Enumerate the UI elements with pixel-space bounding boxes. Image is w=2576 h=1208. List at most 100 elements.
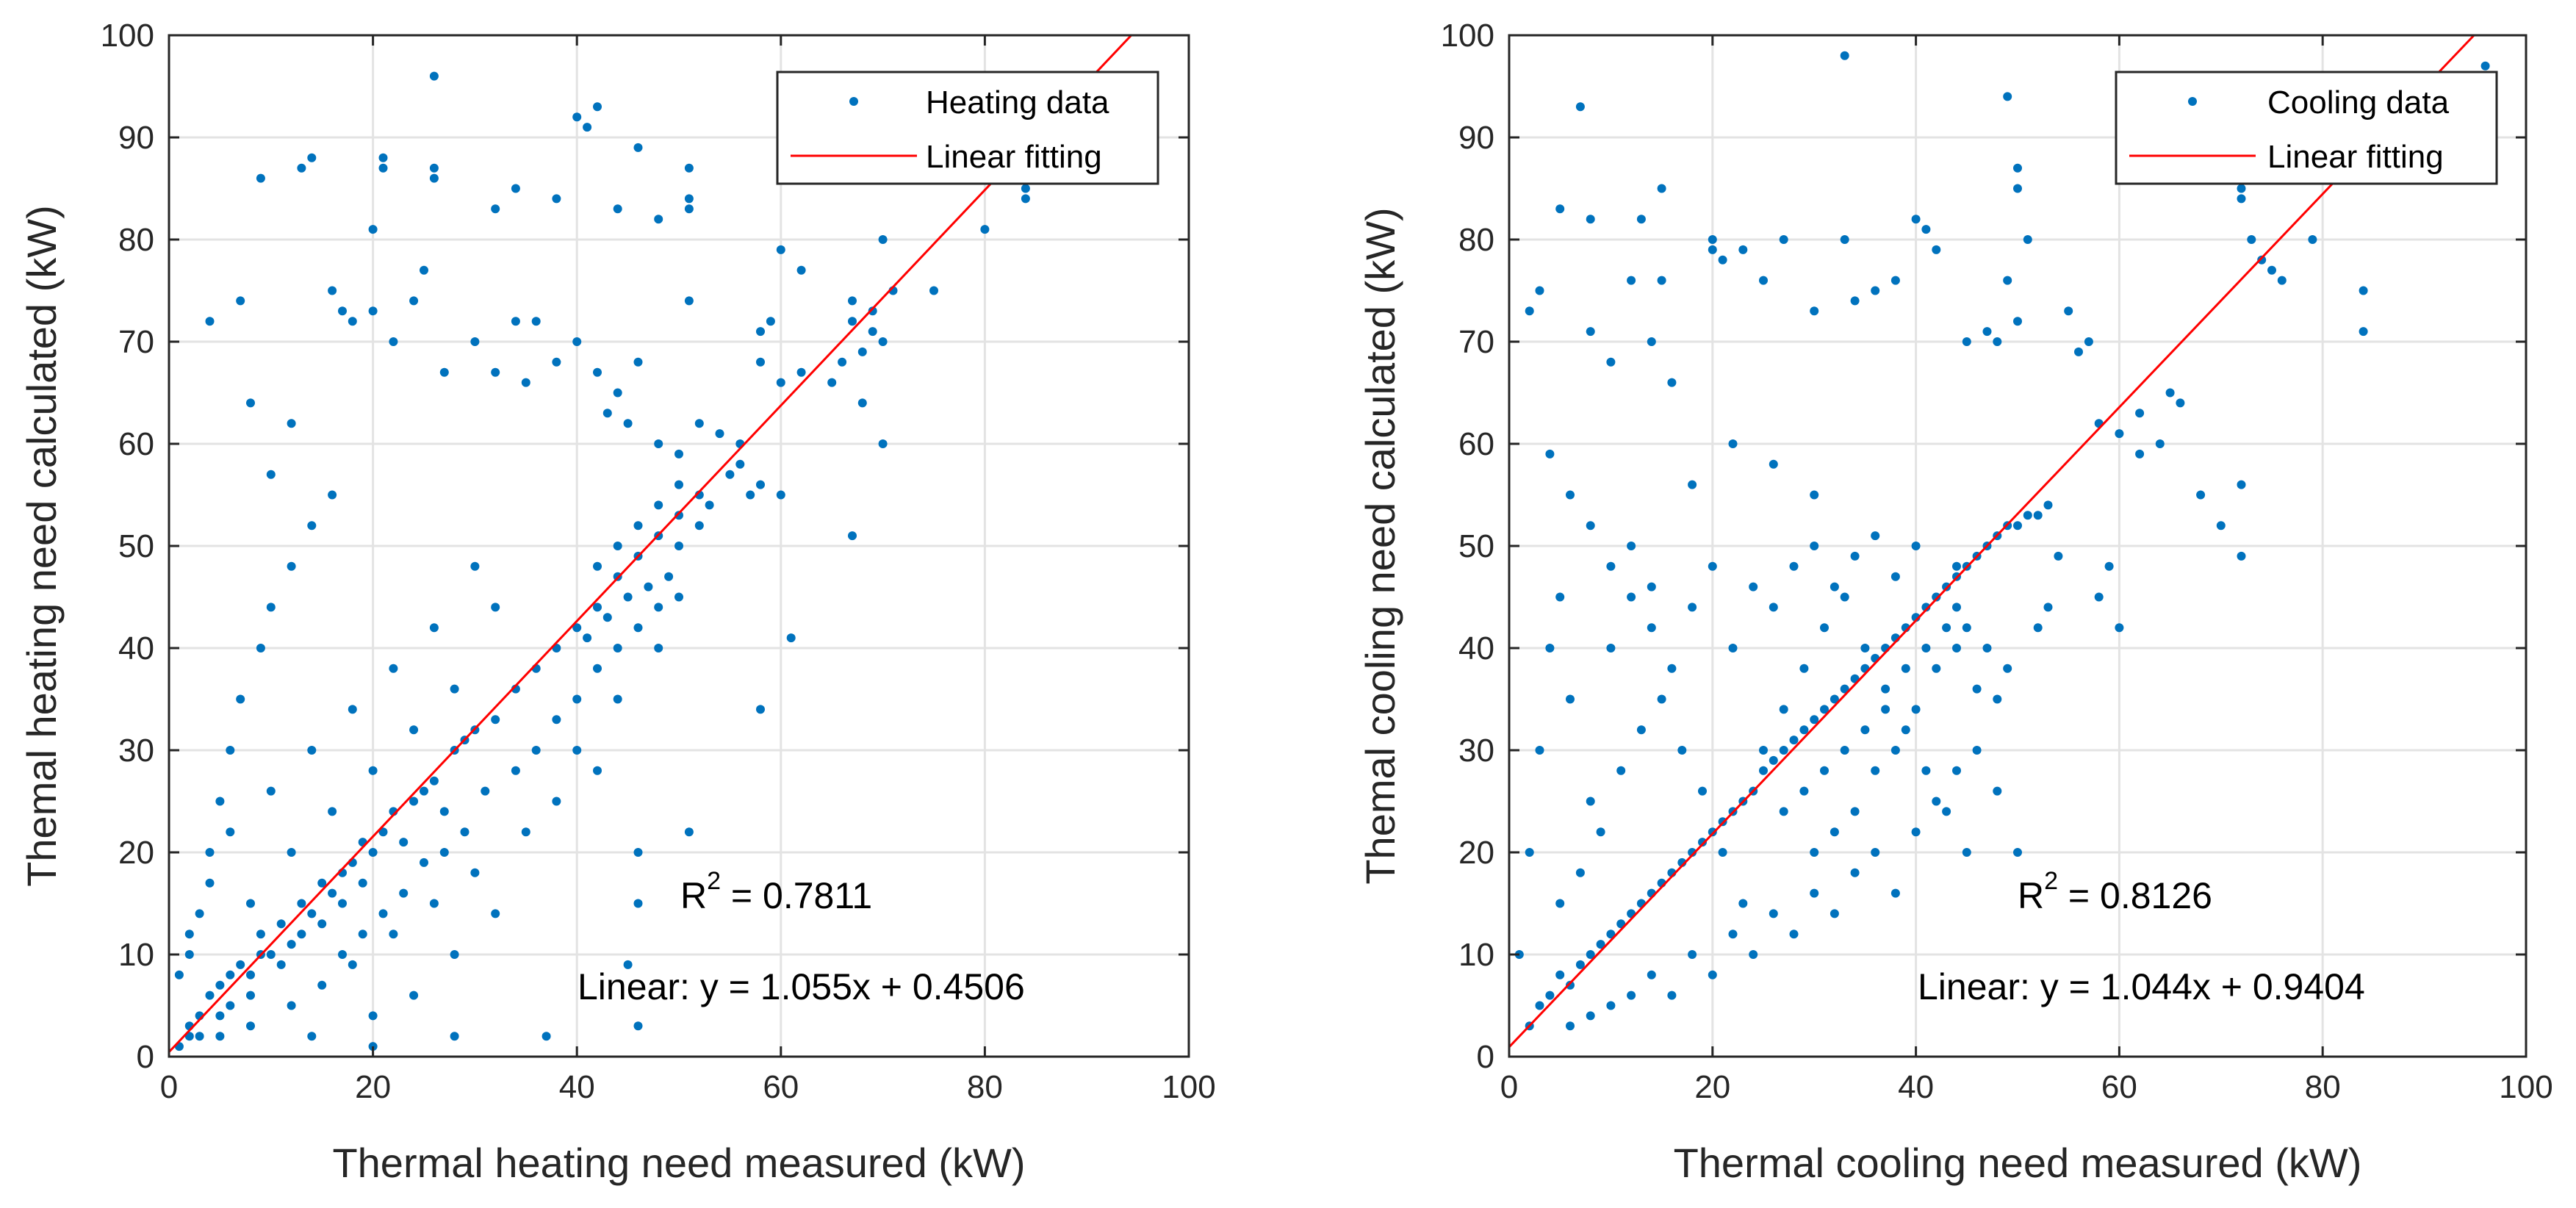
cooling-data-point — [1728, 930, 1738, 939]
heating-data-point — [602, 613, 612, 622]
cooling-data-point — [1627, 276, 1636, 285]
cooling-data-point — [1993, 337, 2002, 346]
heating-r2-prefix: R — [680, 875, 707, 916]
heating-chart: 0 20 40 60 80 100 0 10 20 30 40 50 60 70 80 90 100 Ther… — [18, 18, 1216, 1186]
cooling-data-point — [2247, 235, 2256, 244]
cooling-data-point — [1890, 572, 1900, 581]
cooling-data-point — [1820, 705, 1829, 714]
heating-data-point — [328, 807, 337, 816]
heating-data-point — [205, 848, 215, 857]
cooling-data-point — [1555, 204, 1565, 214]
heating-data-point — [593, 561, 602, 571]
heating-data-point — [348, 317, 357, 326]
cooling-data-point — [2359, 286, 2368, 295]
heating-data-point — [328, 286, 337, 295]
cooling-data-point — [2013, 184, 2022, 193]
cooling-data-point — [1627, 592, 1636, 602]
cooling-data-point — [1962, 337, 1971, 346]
cooling-y-tick-label: 90 — [1458, 120, 1494, 156]
heating-data-point — [429, 899, 439, 908]
cooling-data-point — [1606, 644, 1616, 652]
heating-data-point — [358, 930, 367, 939]
cooling-data-point — [2257, 255, 2267, 265]
cooling-data-point — [1636, 215, 1646, 224]
cooling-data-point — [1840, 51, 1849, 60]
heating-data-point — [184, 950, 194, 959]
heating-data-point — [174, 970, 184, 979]
cooling-data-point — [2013, 521, 2022, 531]
cooling-data-point — [1932, 664, 1941, 673]
heating-data-point — [266, 603, 276, 612]
cooling-data-point — [1759, 276, 1768, 285]
cooling-y-tick-labels: 0 10 20 30 40 50 60 70 80 90 100 — [1441, 18, 1494, 1075]
cooling-data-point — [2023, 511, 2032, 520]
cooling-data-point — [1708, 235, 1717, 244]
cooling-y-tick-label: 10 — [1458, 937, 1494, 973]
cooling-data-point — [1566, 1021, 1575, 1031]
cooling-data-point — [1993, 694, 2002, 704]
cooling-data-point — [1820, 623, 1829, 633]
heating-x-tick-label: 100 — [1162, 1069, 1215, 1105]
heating-data-point — [491, 909, 500, 918]
cooling-data-point — [2033, 623, 2043, 633]
heating-data-point — [878, 337, 888, 346]
cooling-data-point — [1566, 694, 1575, 704]
heating-data-point — [429, 623, 439, 633]
heating-data-point — [848, 531, 857, 541]
cooling-data-point — [2176, 398, 2185, 408]
cooling-data-point — [1657, 276, 1666, 285]
cooling-data-point — [1972, 746, 1982, 755]
heating-data-point — [633, 848, 643, 857]
cooling-x-tick-label: 40 — [1898, 1069, 1934, 1105]
cooling-data-point — [1575, 868, 1585, 877]
heating-data-point — [531, 746, 541, 755]
cooling-data-point — [1738, 899, 1748, 908]
heating-data-point — [623, 419, 633, 428]
cooling-data-point — [1799, 664, 1809, 673]
heating-data-point — [756, 357, 765, 367]
cooling-data-point — [1982, 327, 1992, 337]
cooling-data-point — [2013, 848, 2022, 857]
cooling-data-point — [1952, 561, 1961, 571]
cooling-x-tick-label: 100 — [2499, 1069, 2552, 1105]
cooling-data-point — [1606, 930, 1616, 939]
heating-data-point — [654, 439, 663, 448]
heating-data-point — [929, 286, 938, 295]
heating-data-point — [654, 500, 663, 510]
heating-data-point — [256, 644, 265, 652]
heating-r2-value: = 0.7811 — [721, 875, 872, 916]
heating-data-point — [593, 603, 602, 612]
heating-data-point — [420, 265, 428, 275]
cooling-data-point — [1688, 603, 1697, 612]
cooling-data-point — [1586, 521, 1595, 531]
heating-data-point — [796, 367, 806, 377]
heating-y-tick-label: 20 — [118, 835, 154, 871]
cooling-data-point — [1688, 480, 1697, 489]
cooling-data-point — [2165, 388, 2175, 398]
cooling-y-tick-label: 50 — [1458, 528, 1494, 564]
heating-data-point — [409, 296, 419, 306]
heating-data-point — [776, 245, 785, 254]
heating-data-point — [583, 633, 592, 643]
heating-data-point — [552, 715, 561, 725]
cooling-data-point — [1942, 807, 1951, 816]
heating-data-point — [531, 317, 541, 326]
heating-data-point — [593, 102, 602, 112]
heating-data-point — [776, 490, 785, 500]
cooling-data-point — [1616, 766, 1626, 775]
heating-data-point — [684, 163, 694, 173]
heating-data-point — [746, 490, 755, 500]
cooling-data-point — [2094, 592, 2104, 602]
cooling-data-point — [1708, 245, 1717, 254]
cooling-data-point — [1728, 439, 1738, 448]
cooling-data-point — [2135, 449, 2145, 459]
heating-data-point — [429, 173, 439, 183]
cooling-y-tick-label: 100 — [1441, 18, 1494, 54]
heating-fit-line — [168, 34, 1132, 1053]
cooling-data-point — [1555, 970, 1565, 979]
cooling-data-point — [1718, 255, 1727, 265]
cooling-data-point — [1810, 490, 1819, 500]
heating-data-point — [460, 827, 469, 837]
heating-data-point — [226, 746, 235, 755]
heating-data-point — [613, 204, 622, 214]
